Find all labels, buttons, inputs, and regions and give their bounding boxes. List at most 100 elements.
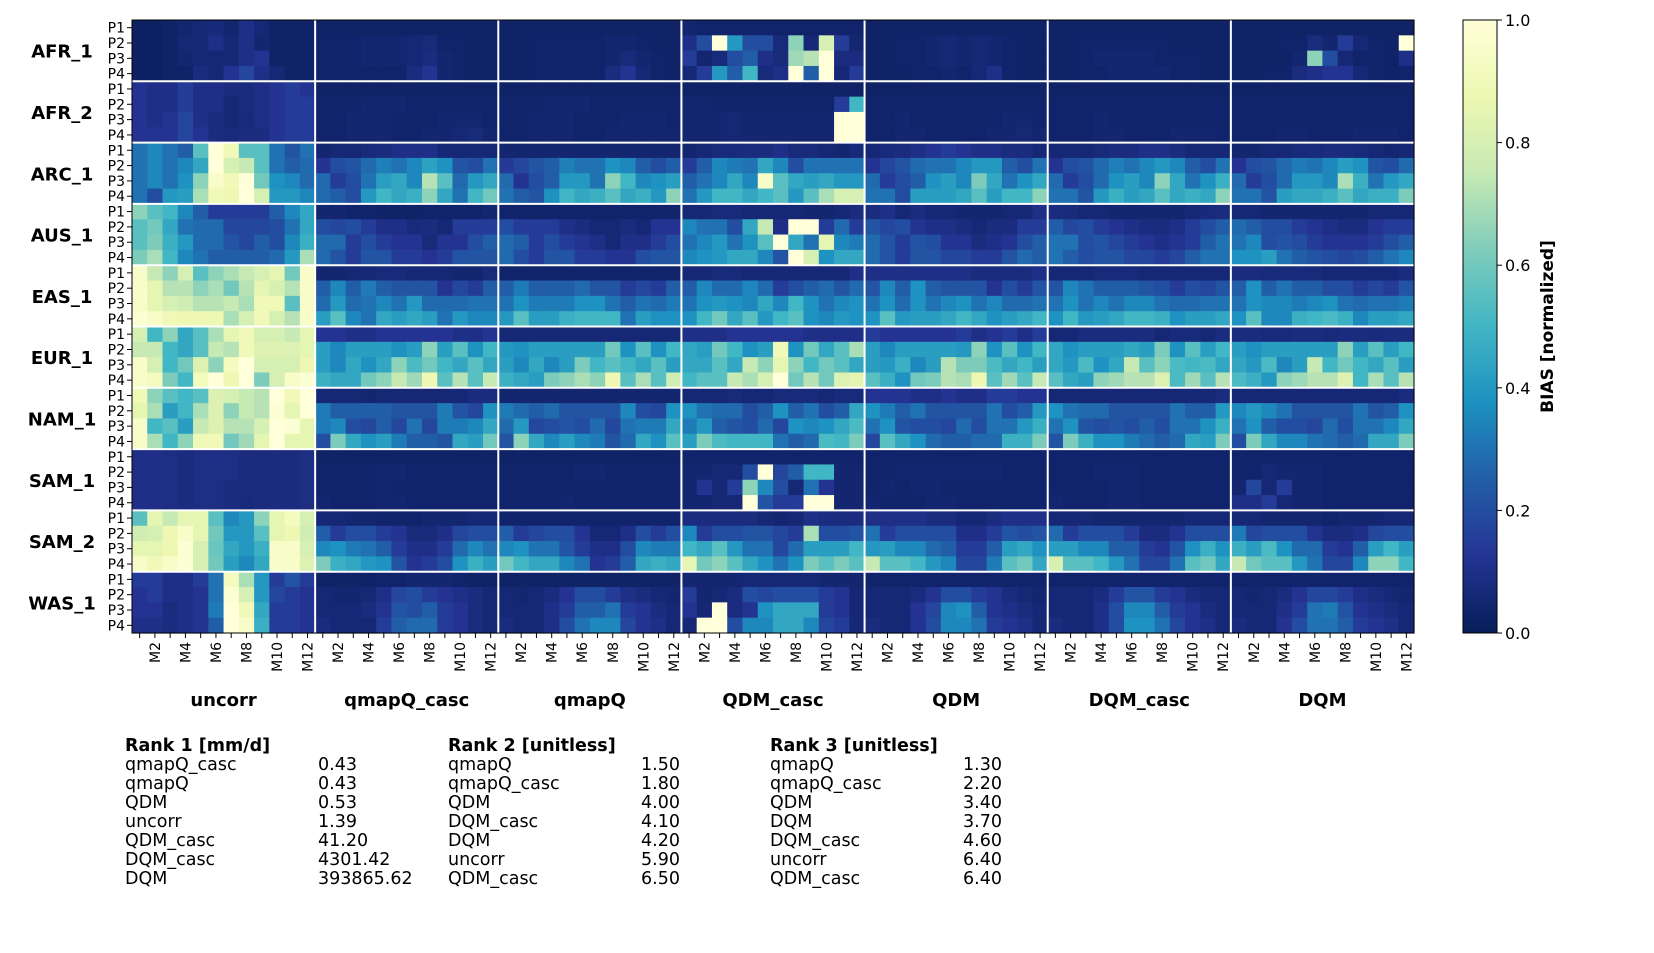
heatmap-cell-AFR_2-QDM_casc-P4-M6 [757,127,774,144]
heatmap-cell-SAM_2-DQM-P4-M10 [1368,556,1385,573]
heatmap-cell-EUR_1-QDM-P2-M10 [1001,341,1018,358]
heatmap-cell-SAM_2-qmapQ-P2-M10 [635,525,652,542]
heatmap-cell-EAS_1-qmapQ-P3-M4 [544,295,560,312]
heatmap-cell-EAS_1-QDM_casc-P3-M8 [788,295,805,312]
heatmap-cell-WAS_1-QDM_casc-P2-M5 [742,587,759,603]
heatmap-cell-EAS_1-DQM_casc-P3-M10 [1185,295,1201,312]
heatmap-cell-AFR_2-QDM-P3-M4 [910,111,927,128]
heatmap-cell-EUR_1-QDM-P1-M5 [925,326,942,343]
heatmap-cell-NAM_1-DQM_casc-P2-M8 [1154,403,1171,420]
heatmap-cell-EAS_1-qmapQ-P2-M6 [574,280,591,297]
period-tick-label: P4 [108,373,125,389]
heatmap-cell-AFR_1-qmapQ-P2-M6 [574,35,591,52]
heatmap-cell-NAM_1-qmapQ-P4-M3 [528,433,545,450]
heatmap-cell-WAS_1-qmapQ-P2-M1 [498,587,515,603]
heatmap-cell-AFR_1-qmapQ_casc-P4-M1 [315,65,331,82]
heatmap-cell-ARC_1-QDM-P1-M2 [879,142,896,159]
heatmap-cell-SAM_2-qmapQ_casc-P1-M1 [315,510,331,527]
heatmap-cell-ARC_1-QDM_casc-P4-M3 [711,188,728,205]
heatmap-cell-NAM_1-QDM-P4-M4 [910,433,927,450]
month-tick-label: M10 [453,642,469,672]
heatmap-cell-ARC_1-qmapQ-P2-M9 [620,157,637,174]
heatmap-cell-AFR_1-QDM-P3-M7 [956,50,972,67]
heatmap-cell-SAM_1-QDM-P2-M11 [1017,464,1034,481]
heatmap-cell-AFR_2-QDM_casc-P4-M8 [788,127,805,144]
heatmap-cell-WAS_1-qmapQ_casc-P1-M3 [345,571,362,588]
heatmap-cell-SAM_1-DQM-P2-M12 [1398,464,1415,481]
heatmap-cell-AFR_2-uncorr-P2-M7 [223,96,240,113]
heatmap-cell-SAM_1-QDM_casc-P3-M7 [773,479,789,496]
heatmap-cell-WAS_1-qmapQ_casc-P1-M11 [467,571,484,588]
heatmap-cell-EUR_1-DQM_casc-P4-M1 [1047,372,1064,389]
heatmap-cell-EUR_1-QDM_casc-P1-M4 [727,326,744,343]
heatmap-cell-SAM_1-QDM_casc-P1-M2 [696,449,713,466]
heatmap-cell-AFR_1-DQM_casc-P4-M6 [1124,65,1140,82]
heatmap-cell-AFR_2-QDM_casc-P2-M8 [788,96,805,113]
heatmap-cell-NAM_1-DQM-P4-M11 [1383,433,1400,450]
period-tick-label: P1 [108,21,125,37]
heatmap-cell-AFR_1-qmapQ_casc-P2-M8 [421,35,438,52]
heatmap-cell-AFR_2-DQM_casc-P2-M10 [1185,96,1201,113]
heatmap-cell-NAM_1-qmapQ-P1-M12 [666,387,683,404]
heatmap-cell-SAM_2-QDM_casc-P4-M1 [681,556,698,573]
heatmap-cell-EAS_1-QDM_casc-P2-M12 [849,280,866,297]
heatmap-cell-NAM_1-uncorr-P2-M6 [208,403,225,420]
heatmap-cell-AFR_1-qmapQ_casc-P4-M11 [467,65,484,82]
heatmap-cell-SAM_2-DQM-P4-M8 [1337,556,1354,573]
heatmap-cell-AFR_1-uncorr-P3-M1 [132,50,148,67]
month-tick-label: M8 [1155,642,1171,663]
heatmap-cell-AUS_1-qmapQ-P2-M11 [650,219,667,236]
heatmap-cell-AFR_1-qmapQ_casc-P1-M12 [483,20,499,36]
heatmap-cell-EAS_1-qmapQ-P4-M3 [528,311,545,328]
heatmap-cell-NAM_1-QDM-P4-M9 [986,433,1003,450]
heatmap-cell-SAM_1-DQM-P2-M3 [1261,464,1278,481]
heatmap-cell-EUR_1-DQM_casc-P3-M2 [1062,357,1079,374]
heatmap-cell-ARC_1-DQM_casc-P2-M12 [1215,157,1232,174]
heatmap-cell-AFR_1-QDM_casc-P1-M4 [727,20,744,36]
heatmap-cell-SAM_1-uncorr-P4-M1 [132,495,148,511]
heatmap-cell-SAM_2-qmapQ_casc-P4-M4 [360,556,377,573]
heatmap-cell-SAM_1-DQM_casc-P2-M7 [1139,464,1156,481]
heatmap-cell-AFR_2-uncorr-P3-M8 [238,111,255,128]
heatmap-cell-ARC_1-DQM-P1-M5 [1291,142,1308,159]
heatmap-cell-EAS_1-uncorr-P4-M2 [147,311,164,328]
heatmap-cell-WAS_1-DQM_casc-P2-M3 [1078,587,1095,603]
heatmap-cell-AFR_2-qmapQ_casc-P1-M12 [483,81,499,98]
heatmap-cell-SAM_2-uncorr-P4-M11 [284,556,301,573]
heatmap-cell-SAM_2-QDM_casc-P3-M4 [727,541,744,557]
heatmap-cell-AUS_1-QDM_casc-P2-M9 [803,219,820,236]
heatmap-cell-AUS_1-DQM-P4-M5 [1291,249,1308,266]
heatmap-cell-SAM_2-DQM-P3-M9 [1352,541,1369,557]
heatmap-cell-SAM_2-DQM-P3-M7 [1322,541,1339,557]
heatmap-cell-SAM_2-qmapQ_casc-P1-M2 [330,510,347,527]
heatmap-cell-SAM_2-qmapQ_casc-P3-M10 [452,541,469,557]
heatmap-cell-WAS_1-qmapQ_casc-P4-M9 [437,617,454,634]
heatmap-cell-AFR_2-DQM_casc-P1-M12 [1215,81,1232,98]
heatmap-cell-SAM_1-DQM-P3-M4 [1276,479,1293,496]
heatmap-cell-EUR_1-QDM_casc-P3-M11 [834,357,850,374]
heatmap-cell-AFR_1-qmapQ_casc-P1-M4 [360,20,377,36]
heatmap-cell-EAS_1-DQM-P4-M7 [1322,311,1339,328]
heatmap-cell-WAS_1-DQM-P4-M6 [1307,617,1324,634]
heatmap-cell-EUR_1-QDM_casc-P2-M6 [757,341,774,358]
heatmap-cell-AFR_1-QDM-P1-M10 [1001,20,1018,36]
heatmap-cell-EAS_1-qmapQ-P3-M3 [528,295,545,312]
heatmap-cell-AFR_1-qmapQ_casc-P4-M9 [437,65,454,82]
heatmap-cell-SAM_1-QDM-P1-M6 [940,449,957,466]
heatmap-cell-AFR_1-qmapQ-P4-M10 [635,65,652,82]
rank-method: QDM [125,793,168,813]
heatmap-cell-SAM_2-QDM_casc-P2-M4 [727,525,744,542]
heatmap-cell-SAM_1-qmapQ-P1-M6 [574,449,591,466]
heatmap-cell-SAM_1-QDM_casc-P4-M10 [818,495,835,511]
heatmap-cell-AUS_1-QDM_casc-P2-M11 [834,219,850,236]
heatmap-cell-NAM_1-uncorr-P3-M2 [147,418,164,435]
heatmap-cell-SAM_2-QDM-P1-M2 [879,510,896,527]
heatmap-cell-EUR_1-uncorr-P2-M10 [269,341,286,358]
heatmap-cell-WAS_1-qmapQ-P3-M3 [528,602,545,619]
heatmap-cell-EUR_1-qmapQ-P3-M4 [544,357,560,374]
heatmap-cell-SAM_2-uncorr-P1-M12 [299,510,316,527]
heatmap-cell-SAM_1-uncorr-P1-M12 [299,449,316,466]
heatmap-cell-AFR_1-qmapQ-P3-M1 [498,50,515,67]
heatmap-cell-AFR_1-QDM-P3-M5 [925,50,942,67]
heatmap-cell-WAS_1-qmapQ_casc-P3-M9 [437,602,454,619]
